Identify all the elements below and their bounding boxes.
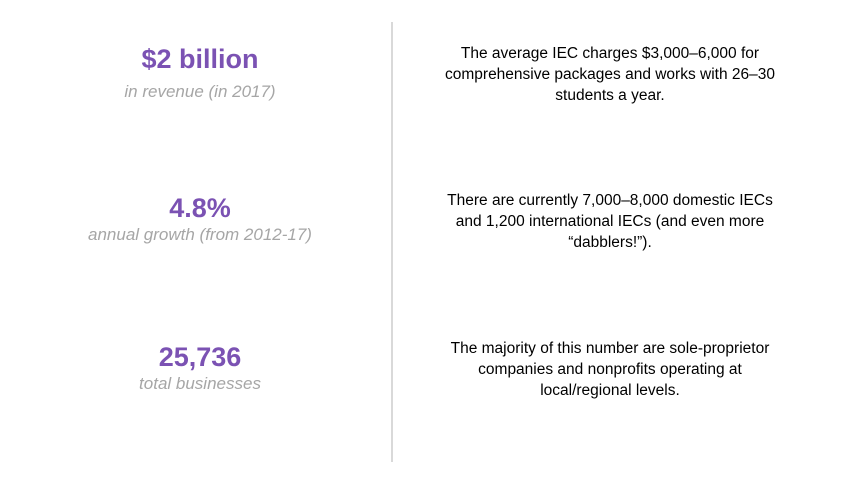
stat-caption: annual growth (from 2012-17) [88, 225, 312, 244]
stat-value: $2 billion [141, 44, 259, 74]
vertical-divider [391, 22, 393, 462]
stat-description-businesses: The majority of this number are sole-pro… [450, 340, 770, 399]
stat-caption: total businesses [139, 374, 261, 393]
stat-block-growth: 4.8% annual growth (from 2012-17) [0, 192, 400, 246]
stat-value: 4.8% [169, 193, 231, 223]
stat-block-businesses: 25,736 total businesses [0, 341, 400, 395]
stat-block-revenue: $2 billion in revenue (in 2017) [0, 43, 400, 103]
stat-description-growth: There are currently 7,000–8,000 domestic… [447, 192, 773, 251]
stat-description-revenue: The average IEC charges $3,000–6,000 for… [445, 45, 775, 104]
stat-value: 25,736 [158, 342, 242, 372]
stat-caption: in revenue (in 2017) [124, 82, 276, 101]
